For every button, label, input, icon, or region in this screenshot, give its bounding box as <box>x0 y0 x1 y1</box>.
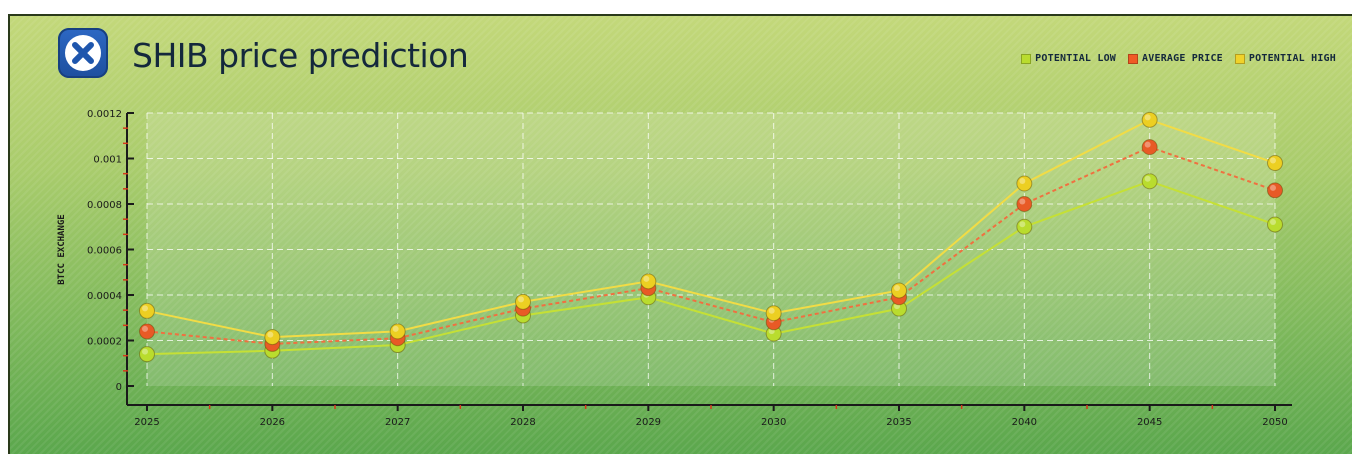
data-point-potential-high <box>515 293 531 310</box>
y-tick-label: 0.001 <box>93 155 122 166</box>
data-point-average-price <box>1267 182 1283 199</box>
legend-swatch-low <box>1021 53 1032 64</box>
data-point-highlight <box>1270 218 1276 225</box>
data-point-potential-high <box>264 329 281 346</box>
y-tick-label: 0.0008 <box>87 200 122 211</box>
data-point-potential-high <box>765 305 782 322</box>
x-tick-label: 2050 <box>1262 417 1287 428</box>
data-point-potential-low <box>1016 218 1033 235</box>
data-point-highlight <box>1019 178 1026 185</box>
data-point-potential-high <box>1141 111 1158 128</box>
data-point-highlight <box>1270 184 1276 191</box>
y-tick-label: 0.0004 <box>87 291 122 302</box>
data-point-highlight <box>142 325 148 332</box>
data-point-highlight <box>768 307 775 314</box>
data-point-average-price <box>139 323 155 340</box>
data-point-highlight <box>518 296 524 303</box>
legend-swatch-high <box>1234 53 1245 64</box>
x-tick-label: 2029 <box>636 417 661 428</box>
y-tick-label: 0.0002 <box>87 337 122 348</box>
series-line-potential-low <box>146 180 1276 356</box>
data-point-highlight <box>1144 141 1151 148</box>
legend-item-average: AVERAGE PRICE <box>1128 53 1223 64</box>
data-point-highlight <box>1144 175 1151 182</box>
data-point-potential-low <box>1141 173 1158 190</box>
data-point-potential-high <box>139 302 155 319</box>
data-point-highlight <box>1019 198 1026 205</box>
legend-label-high: POTENTIAL HIGH <box>1248 53 1336 64</box>
x-tick-label: 2028 <box>510 417 535 428</box>
legend-swatch-average <box>1128 53 1139 64</box>
data-point-highlight <box>643 275 650 282</box>
legend-label-low: POTENTIAL LOW <box>1035 53 1117 64</box>
data-point-highlight <box>1144 114 1151 121</box>
y-tick-label: 0.0012 <box>87 109 122 120</box>
chart-panel: SHIB price prediction POTENTIAL LOW AVER… <box>8 14 1352 454</box>
x-tick-label: 2026 <box>260 417 285 428</box>
y-axis-title: BTCC EXCHANGE <box>57 214 67 284</box>
data-point-highlight <box>267 331 274 338</box>
line-chart: 0 0.0002 0.0004 0.0006 0.0008 0.001 0.0012 BTCC… <box>57 109 1292 428</box>
data-point-highlight <box>1270 157 1276 164</box>
x-tick-label: 2030 <box>761 417 786 428</box>
data-point-potential-low <box>1267 216 1283 233</box>
legend-label-average: AVERAGE PRICE <box>1142 53 1223 64</box>
data-point-potential-low <box>139 346 155 363</box>
x-tick-label: 2040 <box>1012 417 1037 428</box>
legend-item-low: POTENTIAL LOW <box>1021 53 1116 64</box>
chart-title: SHIB price prediction <box>132 36 469 75</box>
data-point-highlight <box>142 305 148 312</box>
data-point-highlight <box>894 284 900 291</box>
series-line-average-price <box>146 146 1276 345</box>
x-tick-label: 2035 <box>886 417 911 428</box>
legend-item-high: POTENTIAL HIGH <box>1234 53 1336 64</box>
x-circle-logo-icon <box>58 28 108 78</box>
x-tick-label: 2027 <box>385 417 410 428</box>
y-tick-label: 0 <box>116 382 122 393</box>
x-tick-label: 2025 <box>134 417 159 428</box>
data-point-average-price <box>1141 139 1158 156</box>
data-point-highlight <box>142 348 148 355</box>
data-point-potential-high <box>891 282 907 299</box>
y-tick-label: 0.0006 <box>87 246 122 257</box>
data-point-highlight <box>1019 221 1026 228</box>
data-point-potential-high <box>1016 175 1033 192</box>
series-line-potential-high <box>146 118 1276 339</box>
data-point-highlight <box>392 325 399 332</box>
chart-legend: POTENTIAL LOW AVERAGE PRICE POTENTIAL HI… <box>1021 53 1336 64</box>
data-point-potential-high <box>389 323 406 340</box>
data-point-potential-high <box>640 273 657 290</box>
data-point-average-price <box>1016 196 1033 212</box>
x-tick-label: 2045 <box>1137 417 1162 428</box>
data-point-potential-high <box>1267 155 1283 172</box>
